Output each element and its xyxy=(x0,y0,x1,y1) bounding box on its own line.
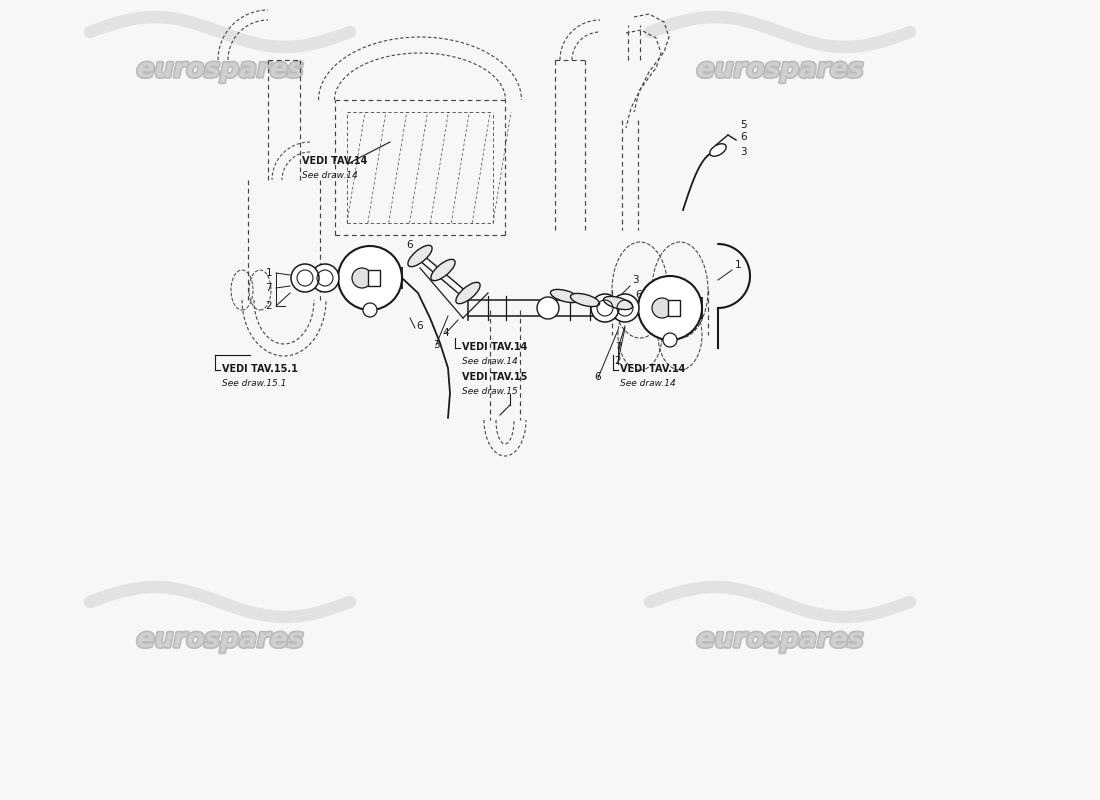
Text: 7: 7 xyxy=(265,283,272,293)
Text: 6: 6 xyxy=(595,372,602,382)
Ellipse shape xyxy=(431,259,455,281)
Text: VEDI TAV.15.1: VEDI TAV.15.1 xyxy=(222,364,298,374)
FancyBboxPatch shape xyxy=(368,270,379,286)
Text: See draw.15: See draw.15 xyxy=(462,387,518,396)
Text: eurospares: eurospares xyxy=(696,627,864,653)
Circle shape xyxy=(352,268,372,288)
Circle shape xyxy=(338,246,402,310)
Text: 5: 5 xyxy=(740,120,747,130)
Text: 3: 3 xyxy=(632,275,639,285)
Circle shape xyxy=(363,303,377,317)
Text: 3: 3 xyxy=(432,340,439,350)
Text: eurospares: eurospares xyxy=(136,57,304,83)
FancyBboxPatch shape xyxy=(668,300,680,316)
Text: 6: 6 xyxy=(635,290,641,300)
Circle shape xyxy=(638,276,702,340)
Text: See draw.14: See draw.14 xyxy=(462,357,518,366)
Circle shape xyxy=(652,298,672,318)
Text: 7: 7 xyxy=(615,342,622,352)
Ellipse shape xyxy=(455,282,480,304)
Text: 4: 4 xyxy=(442,328,449,338)
Text: 1: 1 xyxy=(735,260,741,270)
Ellipse shape xyxy=(408,246,432,266)
Text: 6: 6 xyxy=(407,240,414,250)
Text: VEDI TAV.15: VEDI TAV.15 xyxy=(462,372,527,382)
Ellipse shape xyxy=(710,144,726,156)
Text: eurospares: eurospares xyxy=(136,627,304,653)
Ellipse shape xyxy=(604,297,632,310)
Circle shape xyxy=(591,294,619,322)
Circle shape xyxy=(537,297,559,319)
Text: VEDI TAV.14: VEDI TAV.14 xyxy=(620,364,685,374)
Text: See draw.14: See draw.14 xyxy=(620,379,675,388)
Ellipse shape xyxy=(550,290,580,302)
Circle shape xyxy=(663,333,676,347)
Text: 2: 2 xyxy=(615,356,622,366)
Text: 2: 2 xyxy=(265,301,272,311)
Ellipse shape xyxy=(571,294,600,306)
Text: eurospares: eurospares xyxy=(696,57,864,83)
Text: 6: 6 xyxy=(740,132,747,142)
Text: See draw.15.1: See draw.15.1 xyxy=(222,379,286,388)
Circle shape xyxy=(610,294,639,322)
Text: 1: 1 xyxy=(265,268,272,278)
Text: 6: 6 xyxy=(417,321,424,331)
Circle shape xyxy=(292,264,319,292)
Text: See draw.14: See draw.14 xyxy=(302,171,358,180)
Text: 3: 3 xyxy=(740,147,747,157)
Text: VEDI TAV.14: VEDI TAV.14 xyxy=(302,156,367,166)
Text: VEDI TAV.14: VEDI TAV.14 xyxy=(462,342,527,352)
Circle shape xyxy=(311,264,339,292)
